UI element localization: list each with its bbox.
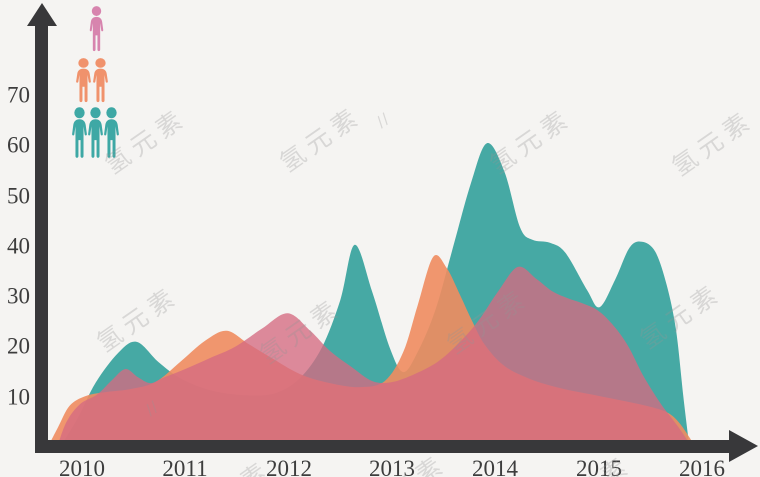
legend-orange-2-people-icon (72, 58, 112, 109)
person-icon (89, 6, 104, 52)
legend-teal-3-people-icon (68, 107, 123, 165)
x-axis-arrow-icon (729, 430, 758, 462)
y-tick-label: 40 (7, 233, 30, 259)
x-tick-label: 2012 (266, 456, 312, 477)
person-icon (93, 58, 108, 103)
person-icon (76, 58, 91, 103)
y-tick-label: 30 (7, 283, 30, 309)
y-tick-label: 50 (7, 183, 30, 209)
y-tick-label: 20 (7, 333, 30, 359)
y-axis-line (35, 20, 48, 453)
x-axis-line (35, 440, 731, 453)
area-pink-1-person (57, 266, 692, 447)
x-tick-label: 2010 (59, 456, 105, 477)
person-icon (104, 107, 119, 158)
x-tick-label: 2014 (472, 456, 518, 477)
legend-pink-1-person-icon (86, 6, 107, 58)
person-icon (88, 107, 103, 158)
y-tick-label: 60 (7, 132, 30, 158)
x-tick-label: 2011 (162, 456, 208, 477)
person-icon (72, 107, 87, 158)
x-tick-label: 2015 (576, 456, 622, 477)
y-axis-arrow-icon (27, 3, 57, 26)
x-tick-label: 2016 (679, 456, 725, 477)
x-tick-label: 2013 (369, 456, 415, 477)
y-tick-label: 10 (7, 384, 30, 410)
y-tick-label: 70 (7, 82, 30, 108)
